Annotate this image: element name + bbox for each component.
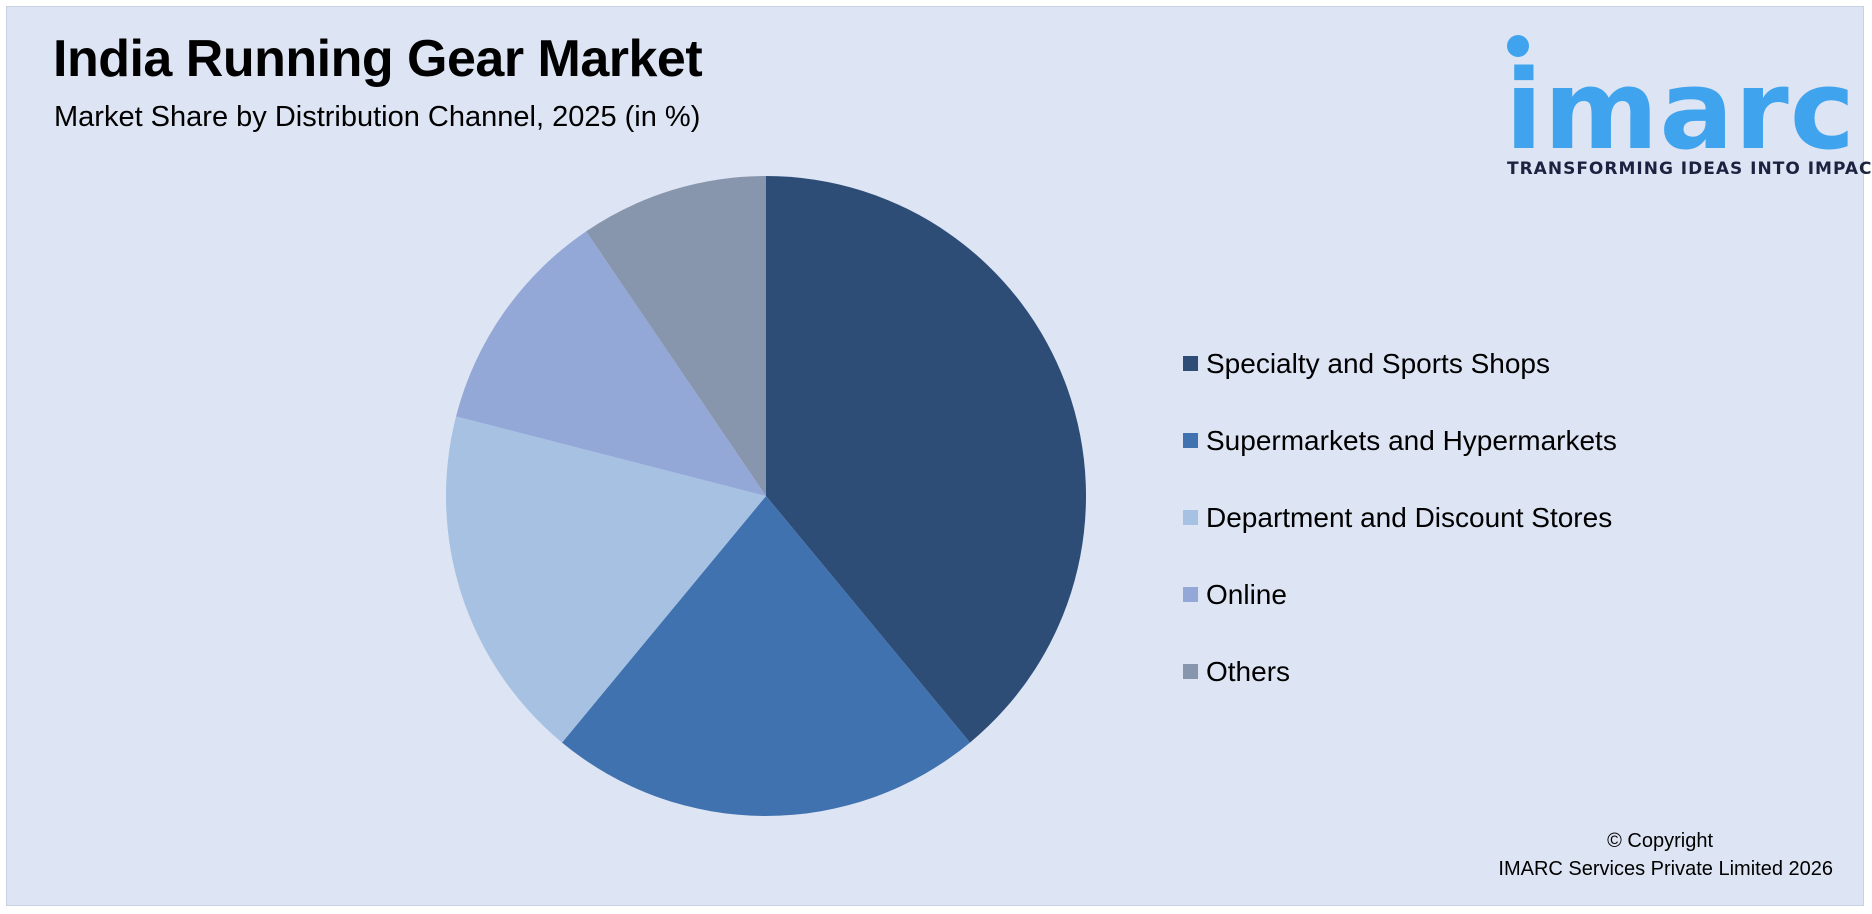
legend-label: Others xyxy=(1206,655,1291,687)
chart-frame: India Running Gear Market Market Share b… xyxy=(6,6,1872,906)
pie-slice-supermarkets-and-hypermarkets xyxy=(562,496,970,816)
legend-swatch xyxy=(1183,587,1198,602)
legend-swatch xyxy=(1183,433,1198,448)
legend-swatch xyxy=(1183,356,1198,371)
legend-swatch xyxy=(1183,664,1198,679)
copyright-line-2: IMARC Services Private Limited 2026 xyxy=(1498,858,1833,880)
chart-subtitle: Market Share by Distribution Channel, 20… xyxy=(54,101,701,133)
pie-slice-online xyxy=(456,231,766,496)
imarc-logo: imarc TRANSFORMING IDEAS INTO IMPACT xyxy=(1497,25,1872,185)
chart-title: India Running Gear Market xyxy=(53,30,703,88)
pie-chart xyxy=(446,176,1086,816)
legend-item: Specialty and Sports Shops xyxy=(1183,325,1617,402)
legend-label: Department and Discount Stores xyxy=(1206,501,1613,533)
copyright-notice: © Copyright IMARC Services Private Limit… xyxy=(1498,827,1833,883)
legend-label: Specialty and Sports Shops xyxy=(1206,347,1550,379)
copyright-line-1: © Copyright xyxy=(1607,830,1713,852)
pie-slice-others xyxy=(586,176,766,496)
legend-swatch xyxy=(1183,510,1198,525)
pie-slice-department-and-discount-stores xyxy=(446,416,766,743)
logo-tagline: TRANSFORMING IDEAS INTO IMPACT xyxy=(1507,159,1872,179)
chart-legend: Specialty and Sports Shops Supermarkets a… xyxy=(1183,325,1617,710)
legend-item: Supermarkets and Hypermarkets xyxy=(1183,402,1617,479)
logo-dot-icon xyxy=(1507,35,1529,57)
legend-label: Supermarkets and Hypermarkets xyxy=(1206,424,1617,456)
pie-slice-specialty-and-sports-shops xyxy=(766,176,1086,743)
legend-item: Online xyxy=(1183,556,1617,633)
legend-item: Department and Discount Stores xyxy=(1183,479,1617,556)
logo-wordmark: imarc xyxy=(1505,46,1857,174)
legend-label: Online xyxy=(1206,578,1287,610)
legend-item: Others xyxy=(1183,633,1617,710)
